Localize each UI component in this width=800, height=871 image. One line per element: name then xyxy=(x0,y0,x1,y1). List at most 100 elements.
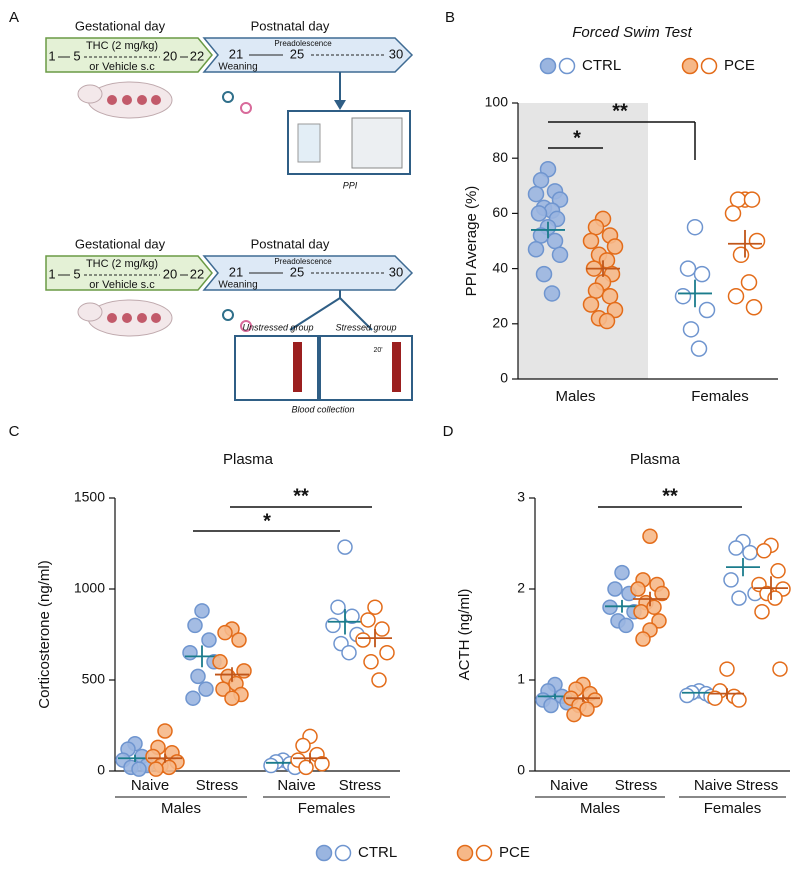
day-label: 1 xyxy=(48,266,55,281)
group-label: Unstressed group xyxy=(242,322,313,332)
data-point xyxy=(772,661,788,677)
data-point xyxy=(633,604,649,620)
data-point xyxy=(587,282,605,299)
timeline-title: Postnatal day xyxy=(251,18,330,33)
day-label: 1 xyxy=(48,48,55,63)
treatment: or Vehicle s.c xyxy=(89,279,155,291)
data-point xyxy=(551,246,569,264)
data-point xyxy=(212,654,228,670)
data-point xyxy=(731,692,747,708)
data-point xyxy=(355,632,371,648)
embryo xyxy=(107,95,117,105)
legend-symbol xyxy=(315,844,333,862)
data-point xyxy=(263,757,279,774)
y-tick-label: 2 xyxy=(517,580,525,596)
y-axis-label: Corticosterone (ng/ml) xyxy=(36,560,53,708)
x-tick-label: Naive xyxy=(550,777,588,794)
rat-head xyxy=(77,302,103,322)
x-tick-label: Stress xyxy=(615,777,658,794)
significance: * xyxy=(263,510,271,532)
treatment: THC (2 mg/kg) xyxy=(86,258,158,270)
data-point xyxy=(527,185,545,203)
legend-label: PCE xyxy=(724,57,755,74)
data-point xyxy=(527,241,545,258)
x-tick-label: Females xyxy=(691,388,749,405)
gestational-arrow xyxy=(45,255,213,291)
data-point xyxy=(729,191,747,208)
embryo xyxy=(137,95,147,105)
data-point xyxy=(363,654,379,670)
data-point xyxy=(367,599,383,615)
data-point xyxy=(606,301,624,319)
data-point xyxy=(690,340,708,357)
data-point xyxy=(727,287,745,305)
split-arrow xyxy=(289,290,373,331)
y-tick-label: 60 xyxy=(492,204,508,220)
data-point xyxy=(379,644,395,661)
blood-tube xyxy=(293,342,302,392)
weaning: Weaning xyxy=(218,62,257,73)
y-tick-label: 1000 xyxy=(74,580,105,596)
data-point xyxy=(187,617,203,634)
day-label: 5 xyxy=(73,266,80,281)
x-tick-label: Stress xyxy=(736,777,779,794)
data-point xyxy=(686,218,704,236)
embryo xyxy=(151,95,161,105)
day-label: 20 xyxy=(163,48,177,63)
gestational-arrow xyxy=(45,37,213,73)
chart-title: Forced Swim Test xyxy=(572,24,692,41)
data-point xyxy=(601,287,619,305)
data-point xyxy=(341,644,357,661)
data-point xyxy=(630,581,646,597)
data-point xyxy=(587,218,605,236)
data-point xyxy=(598,252,616,269)
day-label: 25 xyxy=(290,46,304,61)
ppi-apparatus xyxy=(351,117,403,169)
data-point xyxy=(698,301,716,319)
group-label: Stressed group xyxy=(335,322,396,332)
legend-label: CTRL xyxy=(582,57,621,74)
data-point xyxy=(190,668,206,685)
data-point xyxy=(745,298,763,316)
test-label: PPI xyxy=(343,180,358,190)
caption: Blood collection xyxy=(291,404,354,414)
data-point xyxy=(707,690,723,706)
data-point xyxy=(582,296,600,313)
data-point xyxy=(679,260,697,277)
data-point xyxy=(674,287,692,305)
embryo xyxy=(107,313,117,323)
data-point xyxy=(635,631,651,647)
legend-symbol xyxy=(475,844,493,862)
data-point xyxy=(337,539,353,555)
legend-symbol xyxy=(456,844,474,862)
data-point xyxy=(731,590,747,606)
data-point xyxy=(231,632,247,648)
data-point xyxy=(201,632,217,648)
day-label: 21 xyxy=(229,264,243,279)
data-point xyxy=(530,205,548,222)
chart-title: Plasma xyxy=(630,451,681,468)
data-point xyxy=(566,706,582,723)
y-tick-label: 100 xyxy=(485,94,509,110)
treatment: or Vehicle s.c xyxy=(89,61,155,73)
embryo xyxy=(137,313,147,323)
data-point xyxy=(719,661,735,677)
embryo xyxy=(122,95,132,105)
data-point xyxy=(298,759,314,776)
data-point xyxy=(740,274,758,291)
x-tick-label: Stress xyxy=(339,777,382,794)
data-point xyxy=(185,690,201,706)
legend-symbol xyxy=(334,844,352,862)
day-label: 5 xyxy=(73,48,80,63)
data-point xyxy=(371,672,387,688)
legend-symbol xyxy=(539,57,557,75)
data-point xyxy=(614,564,630,581)
period: Preadolescence xyxy=(274,39,332,48)
y-tick-label: 20 xyxy=(492,315,508,331)
data-point xyxy=(651,613,667,629)
data-point xyxy=(606,238,624,255)
x-tick-label: Naive xyxy=(131,777,169,794)
legend-label: PCE xyxy=(499,844,530,861)
data-point xyxy=(748,232,766,250)
